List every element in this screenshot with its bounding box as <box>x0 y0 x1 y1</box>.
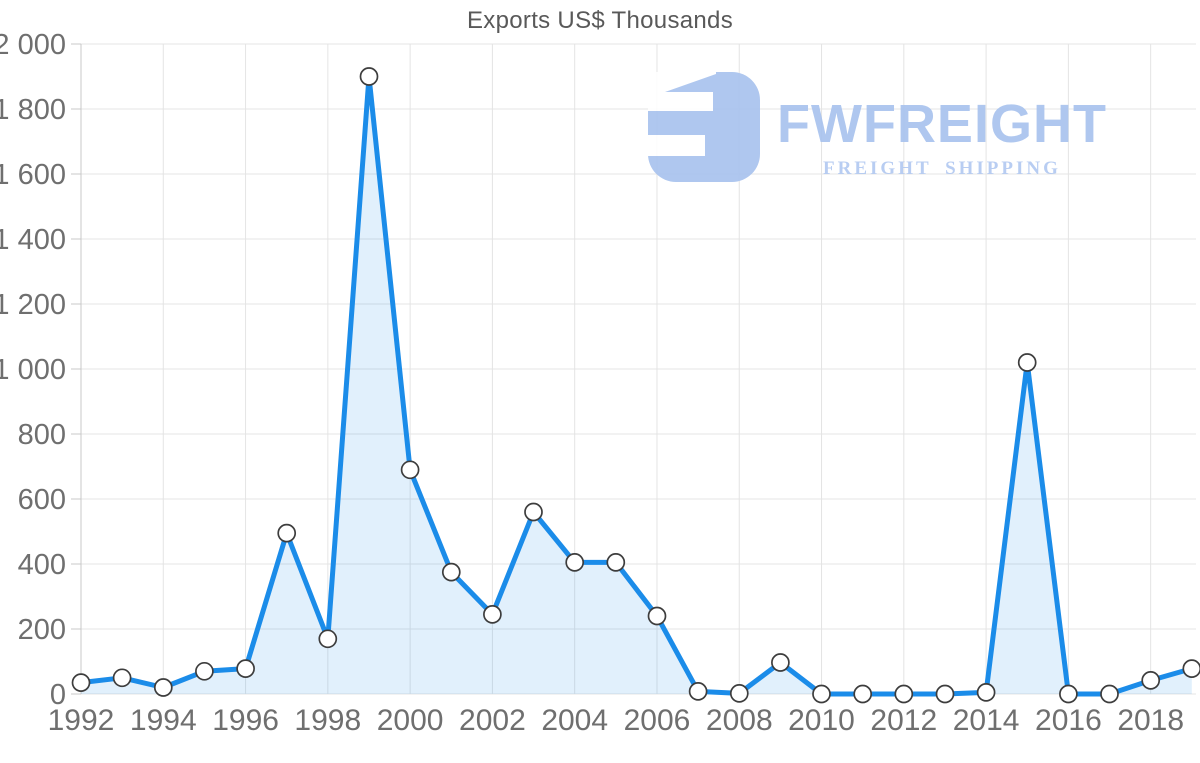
data-point-marker[interactable] <box>935 684 955 704</box>
x-axis-labels: 1992 1994 1996 1998 2000 2002 2004 2006 2008 2010… <box>48 704 1184 737</box>
data-point-marker[interactable] <box>1017 353 1037 372</box>
y-tick-label: 1 600 <box>0 159 66 191</box>
data-point-marker[interactable] <box>112 668 132 688</box>
data-point-marker[interactable] <box>195 661 214 681</box>
data-point-marker[interactable] <box>153 678 173 697</box>
data-point-marker[interactable] <box>647 606 667 626</box>
data-point-marker[interactable] <box>71 673 91 692</box>
x-tick-label: 1998 <box>294 704 361 737</box>
x-tick-label: 2002 <box>459 704 526 737</box>
y-axis-labels: 0 200 400 600 800 1 000 1 200 1 400 1 600 1 800 2 … <box>0 29 66 711</box>
y-tick-label: 200 <box>18 614 66 646</box>
y-tick-label: 1 400 <box>0 224 66 256</box>
data-point-marker[interactable] <box>236 659 255 678</box>
chart-title: Exports US$ Thousands <box>467 7 733 34</box>
x-tick-label: 2004 <box>541 704 608 737</box>
x-tick-label: 1992 <box>48 704 115 737</box>
data-point-marker[interactable] <box>1100 684 1119 704</box>
data-point-marker[interactable] <box>318 629 338 649</box>
data-point-marker[interactable] <box>688 682 708 701</box>
data-point-marker[interactable] <box>524 502 543 522</box>
data-point-marker[interactable] <box>1059 684 1078 704</box>
data-point-marker[interactable] <box>441 562 461 582</box>
x-tick-label: 1994 <box>130 704 197 737</box>
data-point-marker[interactable] <box>606 553 626 572</box>
data-point-marker[interactable] <box>565 553 585 572</box>
y-tick-label: 400 <box>18 549 66 581</box>
line-series <box>78 74 1195 697</box>
data-point-marker[interactable] <box>812 684 831 704</box>
data-point-markers <box>71 67 1200 704</box>
y-tick-label: 1 200 <box>0 289 66 321</box>
data-point-marker[interactable] <box>853 684 873 704</box>
data-point-marker[interactable] <box>277 523 297 543</box>
y-tick-label: 1 800 <box>0 94 66 126</box>
data-point-marker[interactable] <box>976 683 996 702</box>
x-tick-label: 2008 <box>706 704 773 737</box>
x-tick-label: 2014 <box>953 704 1020 737</box>
y-tick-label: 2 000 <box>0 29 66 61</box>
x-tick-label: 2012 <box>870 704 937 737</box>
data-point-marker[interactable] <box>400 460 420 480</box>
y-tick-label: 800 <box>18 419 66 451</box>
y-tick-label: 0 <box>50 679 66 711</box>
x-tick-label: 2006 <box>624 704 691 737</box>
y-tick-label: 1 000 <box>0 354 66 386</box>
x-tick-label: 1996 <box>212 704 279 737</box>
y-tick-label: 600 <box>18 484 66 516</box>
x-tick-label: 2010 <box>788 704 855 737</box>
x-tick-label: 2018 <box>1117 704 1184 737</box>
x-tick-label: 2000 <box>377 704 444 737</box>
data-point-marker[interactable] <box>729 684 749 703</box>
data-point-marker[interactable] <box>771 653 790 672</box>
x-tick-label: 2016 <box>1035 704 1102 737</box>
data-point-marker[interactable] <box>1141 671 1161 690</box>
data-point-marker[interactable] <box>894 684 914 704</box>
gridlines <box>71 43 1196 695</box>
data-point-marker[interactable] <box>359 67 379 86</box>
data-point-marker[interactable] <box>1182 659 1200 678</box>
data-point-marker[interactable] <box>483 605 502 624</box>
